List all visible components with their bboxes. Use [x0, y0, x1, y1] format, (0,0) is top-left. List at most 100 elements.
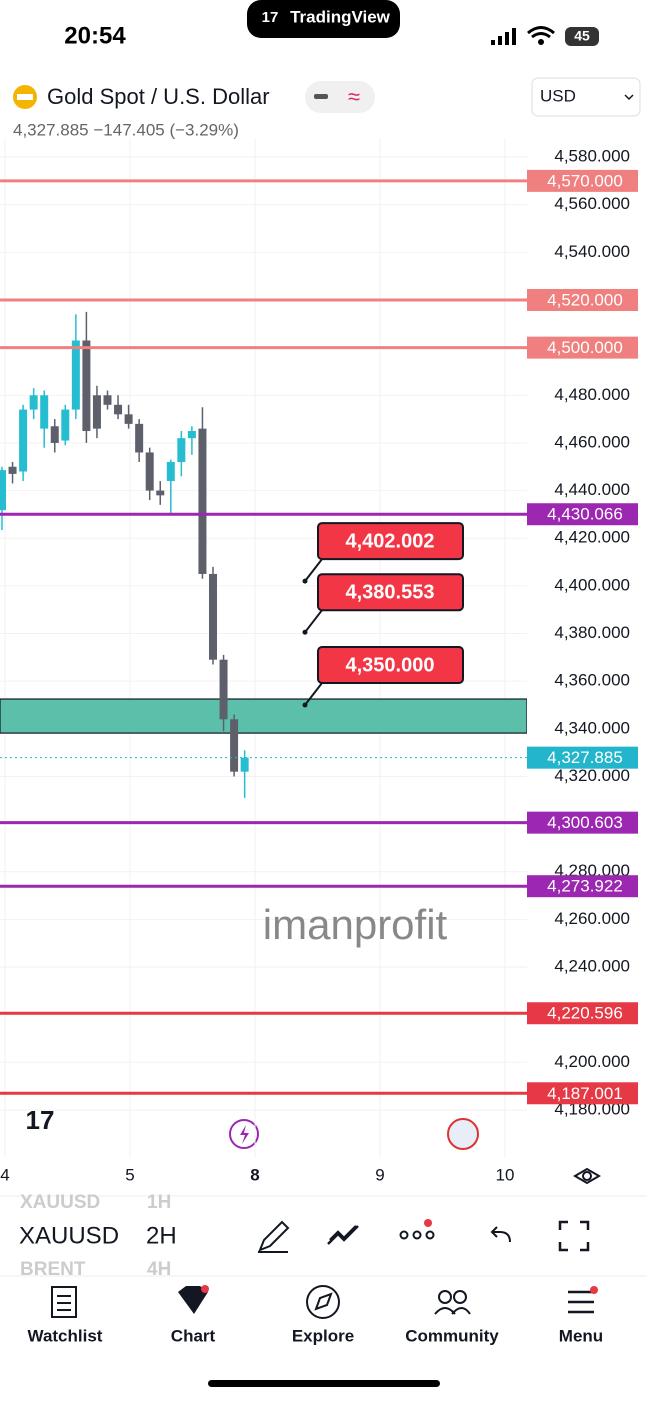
flag-icon[interactable]	[447, 1118, 479, 1150]
indicator-tool[interactable]	[327, 1225, 359, 1245]
candle-body	[145, 452, 154, 491]
candle-body	[124, 414, 133, 424]
level-tag	[527, 336, 638, 359]
candle-body	[19, 409, 28, 472]
callout-label: 4,350.000	[346, 654, 435, 676]
callout-anchor	[302, 578, 308, 584]
undo[interactable]	[490, 1226, 511, 1243]
y-tick-label: 4,360.000	[554, 671, 630, 690]
currency-select[interactable]	[531, 77, 641, 117]
candle-body	[82, 340, 91, 432]
next-symbol: BRENT	[20, 1259, 86, 1280]
candle-body	[114, 404, 123, 415]
wifi-dot	[538, 39, 544, 45]
callout-pointer	[304, 558, 323, 582]
level-label: 4,430.066	[547, 505, 623, 524]
candle-body	[135, 423, 144, 453]
interval[interactable]: 2H	[146, 1222, 177, 1249]
level-tag	[527, 1002, 638, 1025]
callout-box	[317, 522, 464, 561]
chevron	[624, 94, 634, 101]
compass	[314, 1292, 333, 1311]
callout-anchor	[302, 629, 308, 635]
y-tick-label: 4,260.000	[554, 909, 630, 928]
battery-level: 45	[574, 28, 590, 44]
badge	[590, 1286, 598, 1294]
level-label: 4,220.596	[547, 1004, 623, 1023]
candle-body	[230, 719, 239, 772]
current-price-tag	[527, 746, 638, 769]
wifi-icon	[527, 26, 555, 39]
y-tick-label: 4,400.000	[554, 575, 630, 594]
menu-icon	[568, 1290, 594, 1314]
x-tick-label: 5	[125, 1165, 134, 1184]
x-tick-label: 8	[250, 1165, 259, 1184]
level-tag	[527, 875, 638, 898]
y-tick-label: 4,380.000	[554, 623, 630, 642]
y-tick-label: 4,320.000	[554, 766, 630, 785]
candle-body	[92, 395, 101, 429]
y-tick-label: 4,240.000	[554, 957, 630, 976]
candle-body	[40, 395, 49, 429]
y-tick-label: 4,580.000	[554, 147, 630, 166]
symbol-title[interactable]: Gold Spot / U.S. Dollar	[47, 84, 270, 109]
candle-body	[187, 431, 196, 439]
prev-symbol: XAUUSD	[20, 1192, 100, 1213]
market-status[interactable]	[305, 81, 375, 113]
y-tick-label: 4,440.000	[554, 480, 630, 499]
tab-label[interactable]: Chart	[171, 1326, 216, 1345]
x-tick-label: 4	[0, 1165, 9, 1184]
tab-label[interactable]: Menu	[559, 1326, 603, 1345]
candle-body	[8, 466, 17, 474]
candle-body	[198, 428, 207, 574]
candle-body	[177, 438, 186, 462]
callout-label: 4,380.553	[346, 581, 435, 603]
candle-body	[50, 426, 59, 443]
candle-body	[61, 409, 70, 441]
candle-body	[0, 470, 6, 511]
quote: 4,327.885 −147.405 (−3.29%)	[13, 120, 239, 139]
callout-box	[317, 573, 464, 612]
y-tick-label: 4,340.000	[554, 718, 630, 737]
support-zone	[0, 698, 527, 734]
level-tag	[527, 288, 638, 311]
x-tick-label: 9	[375, 1165, 384, 1184]
community-icon	[434, 1290, 471, 1315]
status-dash	[314, 94, 328, 99]
draw-tool[interactable]	[258, 1220, 290, 1253]
candle-body	[156, 490, 165, 496]
level-tag	[527, 1082, 638, 1105]
app-logo: 17	[262, 9, 279, 26]
symbol[interactable]: XAUUSD	[19, 1222, 119, 1249]
tab-label[interactable]: Watchlist	[28, 1326, 103, 1345]
gold-bar	[17, 94, 33, 100]
y-tick-label: 4,540.000	[554, 242, 630, 261]
candle-body	[71, 340, 80, 410]
fullscreen[interactable]	[558, 1220, 590, 1252]
explore-icon	[306, 1285, 340, 1319]
callout-label: 4,402.002	[346, 530, 435, 552]
watchlist-icon	[51, 1286, 77, 1318]
level-tag	[527, 169, 638, 192]
candle-body	[103, 395, 112, 405]
level-label: 4,500.000	[547, 338, 623, 357]
status-wave: ≈	[348, 84, 360, 109]
candle-body	[209, 573, 217, 660]
x-tick-label: 10	[496, 1165, 515, 1184]
tab-label[interactable]: Explore	[292, 1326, 354, 1345]
level-label: 4,520.000	[547, 290, 623, 309]
level-tag	[527, 811, 638, 834]
y-tick-label: 4,420.000	[554, 528, 630, 547]
candle-body	[166, 461, 175, 482]
settings-icon[interactable]	[573, 1167, 601, 1185]
more-tool[interactable]	[399, 1230, 435, 1240]
tab-label[interactable]: Community	[405, 1326, 499, 1345]
candle-body	[29, 395, 38, 410]
callout-box	[317, 645, 464, 684]
callout-pointer	[304, 682, 323, 706]
tv-logo: 17	[26, 1105, 55, 1135]
callout-pointer	[304, 609, 323, 633]
level-label: 4,300.603	[547, 813, 623, 832]
